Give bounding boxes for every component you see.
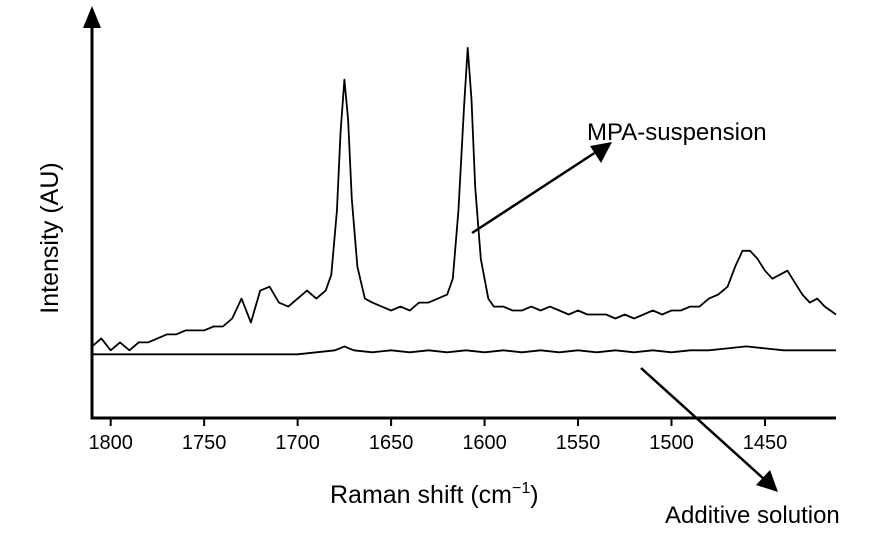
x-axis-label: Raman shift (cm−1)	[330, 480, 539, 509]
annotation-arrows	[471, 142, 778, 492]
x-tick-label: 1700	[275, 432, 320, 454]
series-line-additive	[92, 345, 836, 356]
x-tick-label: 1600	[462, 432, 507, 454]
arrow-mpa-head	[590, 142, 612, 163]
x-tick-label: 1750	[182, 432, 227, 454]
annotation-additive-solution: Additive solution	[665, 502, 840, 529]
y-axis-arrowhead	[83, 6, 101, 28]
x-tick-label: 1450	[743, 432, 788, 454]
x-tick-label: 1500	[649, 432, 694, 454]
series-lines	[91, 47, 837, 356]
x-ticks: 1800 1750 1700 1650 1600 1550 1500 1450	[88, 418, 787, 454]
arrow-additive-line	[640, 367, 766, 481]
series-line-mpa	[91, 47, 837, 352]
axes	[83, 6, 836, 420]
x-tick-label: 1650	[369, 432, 414, 454]
y-axis-label: Intensity (AU)	[36, 162, 64, 313]
x-tick-label: 1550	[556, 432, 601, 454]
x-tick-label: 1800	[88, 432, 133, 454]
annotation-mpa-suspension: MPA-suspension	[587, 119, 767, 146]
arrow-mpa-line	[471, 150, 597, 235]
arrow-additive-head	[756, 470, 778, 492]
